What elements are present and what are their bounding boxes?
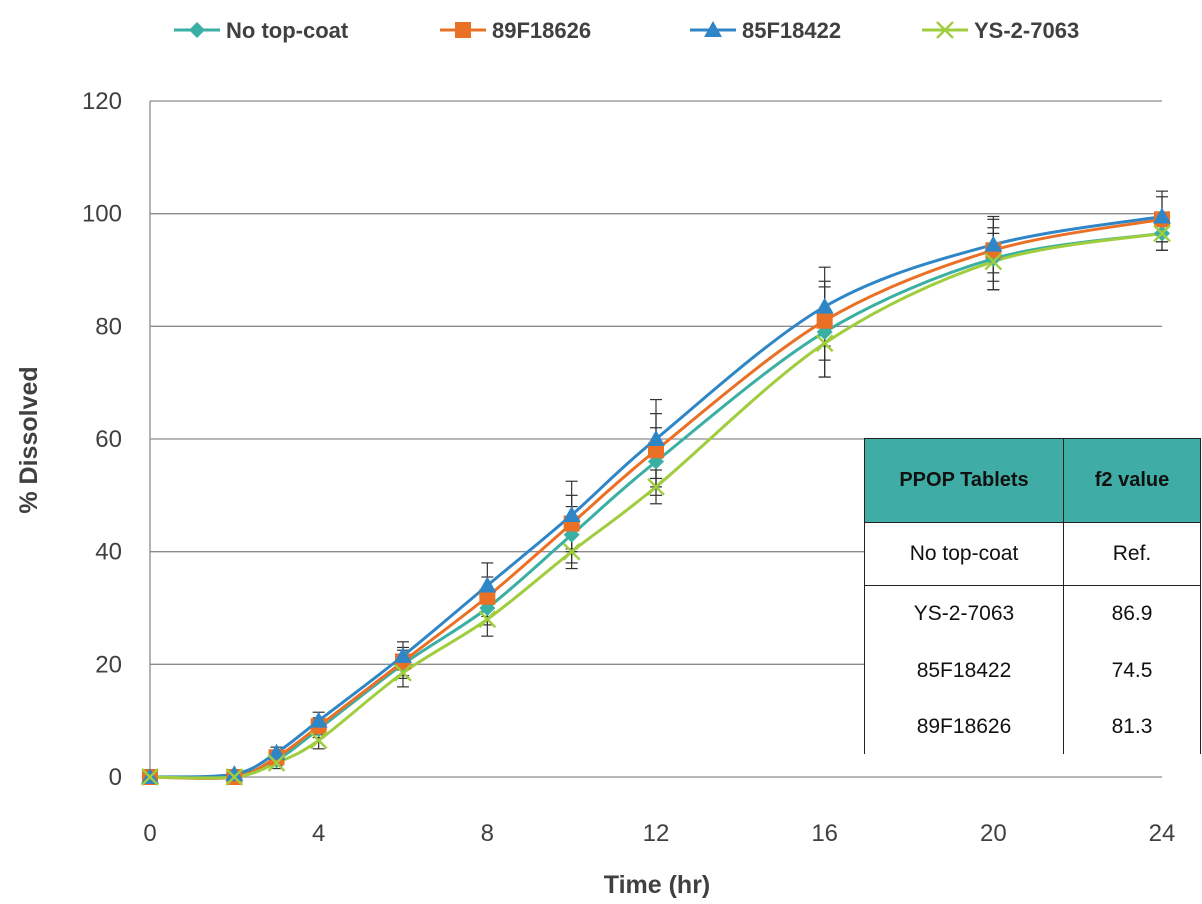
- y-tick-label: 100: [82, 201, 122, 228]
- table-header-f2-value: f2 value: [1063, 438, 1201, 523]
- data-point: [478, 610, 497, 629]
- marker-x-stroke: [815, 334, 834, 353]
- data-point: [984, 252, 1003, 271]
- marker-x-stroke: [267, 754, 286, 772]
- table-cell-f2: 74.5: [1063, 642, 1201, 700]
- x-axis-label: Time (hr): [604, 871, 711, 899]
- data-point: [647, 430, 665, 446]
- table-header-row: PPOP Tablets f2 value: [864, 438, 1201, 523]
- marker-x-stroke: [562, 542, 581, 561]
- data-point: [562, 506, 581, 523]
- data-point: [394, 646, 412, 663]
- y-tick-label: 20: [95, 651, 122, 678]
- x-tick-label: 8: [481, 820, 494, 847]
- x-tick-label: 0: [143, 820, 156, 847]
- data-point: [267, 754, 286, 772]
- legend-marker: [936, 21, 954, 39]
- data-point: [267, 743, 286, 760]
- table-cell-tablet: YS-2-7063: [864, 585, 1064, 642]
- data-point: [394, 663, 412, 682]
- marker-x-stroke: [309, 731, 328, 750]
- y-tick-label: 0: [109, 764, 122, 791]
- data-point: [1153, 207, 1171, 224]
- data-point: [816, 312, 833, 329]
- marker-x-stroke: [1153, 224, 1171, 243]
- data-point: [815, 297, 834, 314]
- marker-x-stroke: [936, 21, 954, 39]
- data-point: [225, 765, 244, 782]
- data-point: [479, 588, 496, 605]
- table-row: No top-coat Ref.: [864, 522, 1201, 586]
- table-header-ppop-tablets: PPOP Tablets: [864, 438, 1064, 523]
- table-row: 85F18422 74.5: [864, 642, 1201, 700]
- table-cell-tablet: 85F18422: [864, 642, 1064, 700]
- data-point: [648, 442, 664, 459]
- legend-marker: [189, 22, 205, 38]
- data-point: [141, 768, 159, 786]
- y-tick-label: 60: [95, 426, 122, 453]
- legend-marker: [455, 22, 471, 38]
- x-tick-label: 4: [312, 820, 325, 847]
- data-point: [562, 542, 581, 561]
- marker-x-stroke: [394, 663, 412, 682]
- legend-marker: [704, 21, 722, 37]
- marker-x-stroke: [478, 610, 497, 629]
- data-point: [309, 711, 328, 728]
- legend-label: YS-2-7063: [974, 18, 1079, 43]
- table-cell-f2: Ref.: [1063, 522, 1201, 586]
- table-cell-f2: 86.9: [1063, 585, 1201, 642]
- legend-label: 85F18422: [742, 18, 841, 43]
- x-tick-label: 24: [1149, 820, 1176, 847]
- y-tick-label: 40: [95, 539, 122, 566]
- data-point: [478, 576, 497, 593]
- legend-label: 89F18626: [492, 18, 591, 43]
- table-cell-f2: 81.3: [1063, 700, 1201, 754]
- f2-value-table: PPOP Tablets f2 value No top-coat Ref. Y…: [864, 438, 1201, 754]
- table-cell-tablet: 89F18626: [864, 700, 1064, 754]
- marker-x-stroke: [984, 252, 1003, 271]
- data-point: [1153, 224, 1171, 243]
- y-tick-label: 80: [95, 313, 122, 340]
- data-point: [984, 235, 1003, 252]
- data-point: [647, 478, 665, 496]
- table-cell-tablet: No top-coat: [864, 522, 1064, 586]
- x-tick-label: 20: [980, 820, 1007, 847]
- legend-label: No top-coat: [226, 18, 349, 43]
- table-row: YS-2-7063 86.9: [864, 585, 1201, 642]
- x-tick-label: 16: [811, 820, 838, 847]
- marker-x-stroke: [225, 768, 244, 786]
- data-point: [309, 731, 328, 750]
- marker-x-stroke: [141, 768, 159, 786]
- y-axis-label: % Dissolved: [15, 366, 43, 513]
- table-row: 89F18626 81.3: [864, 700, 1201, 754]
- y-tick-label: 120: [82, 88, 122, 115]
- data-point: [225, 768, 244, 786]
- data-point: [815, 334, 834, 353]
- x-tick-label: 12: [643, 820, 670, 847]
- marker-x-stroke: [647, 478, 665, 496]
